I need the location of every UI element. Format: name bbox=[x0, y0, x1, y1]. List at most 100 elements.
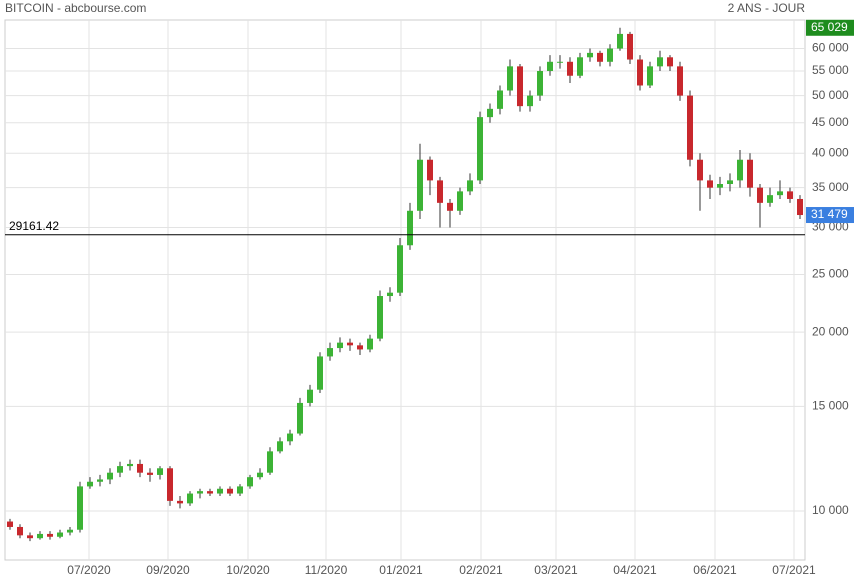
candle-body bbox=[677, 66, 683, 96]
candle-body bbox=[687, 95, 693, 160]
candle-body bbox=[237, 486, 243, 494]
candle-body bbox=[147, 472, 153, 475]
candle-body bbox=[277, 441, 283, 452]
candle-body bbox=[177, 500, 183, 504]
x-tick-label: 03/2021 bbox=[534, 563, 578, 577]
candle-body bbox=[137, 463, 143, 473]
x-tick-label: 09/2020 bbox=[146, 563, 190, 577]
candle-body bbox=[127, 463, 133, 467]
x-tick-label: 04/2021 bbox=[613, 563, 657, 577]
candle-body bbox=[167, 468, 173, 501]
candle-body bbox=[427, 159, 433, 181]
candle-body bbox=[317, 356, 323, 390]
y-tick-label: 15 000 bbox=[812, 399, 849, 413]
x-tick-label: 06/2021 bbox=[693, 563, 737, 577]
candle-body bbox=[307, 389, 313, 403]
candle-body bbox=[777, 191, 783, 196]
candle-body bbox=[407, 210, 413, 246]
x-tick-label: 07/2021 bbox=[772, 563, 816, 577]
candle-body bbox=[207, 491, 213, 494]
candle-body bbox=[377, 296, 383, 339]
x-tick-label: 07/2020 bbox=[67, 563, 111, 577]
x-tick-label: 02/2021 bbox=[459, 563, 503, 577]
candle-body bbox=[217, 488, 223, 494]
y-tick-label: 40 000 bbox=[812, 145, 849, 159]
x-tick-label: 11/2020 bbox=[305, 563, 348, 577]
candle-body bbox=[57, 532, 63, 537]
candle-body bbox=[47, 533, 53, 537]
candle-body bbox=[637, 59, 643, 86]
candle-body bbox=[7, 521, 13, 527]
y-tick-label: 55 000 bbox=[812, 63, 849, 77]
y-tick-label: 45 000 bbox=[812, 115, 849, 129]
price-tag-label: 65 029 bbox=[811, 20, 848, 34]
candle-body bbox=[247, 477, 253, 487]
candle-body bbox=[557, 61, 563, 63]
candle-body bbox=[107, 472, 113, 480]
y-tick-label: 60 000 bbox=[812, 41, 849, 55]
candle-body bbox=[367, 338, 373, 350]
price-tag-label: 31 479 bbox=[811, 207, 848, 221]
candle-body bbox=[457, 191, 463, 211]
candle-body bbox=[347, 342, 353, 346]
price-tag bbox=[806, 19, 854, 36]
candle-body bbox=[287, 433, 293, 442]
candle-body bbox=[527, 95, 533, 107]
candle-body bbox=[357, 345, 363, 350]
candle-body bbox=[387, 292, 393, 297]
candle-body bbox=[597, 52, 603, 62]
candle-body bbox=[77, 486, 83, 530]
candle-body bbox=[757, 187, 763, 203]
candle-body bbox=[117, 466, 123, 473]
candle-body bbox=[627, 33, 633, 60]
candle-body bbox=[537, 71, 543, 96]
candle-body bbox=[717, 184, 723, 188]
y-tick-label: 25 000 bbox=[812, 267, 849, 281]
candle-body bbox=[27, 535, 33, 539]
candle-body bbox=[437, 180, 443, 203]
candle-body bbox=[157, 468, 163, 475]
candle-body bbox=[517, 66, 523, 107]
candle-body bbox=[657, 57, 663, 67]
y-tick-label: 20 000 bbox=[812, 324, 849, 338]
y-tick-label: 50 000 bbox=[812, 88, 849, 102]
candle-body bbox=[497, 90, 503, 109]
candle-body bbox=[417, 159, 423, 211]
candle-body bbox=[747, 159, 753, 188]
candle-body bbox=[707, 180, 713, 188]
candle-body bbox=[567, 61, 573, 76]
candle-body bbox=[37, 533, 43, 539]
candle-body bbox=[227, 488, 233, 494]
y-tick-label: 10 000 bbox=[812, 503, 849, 517]
candle-body bbox=[17, 526, 23, 536]
y-tick-label: 30 000 bbox=[812, 220, 849, 234]
candle-body bbox=[797, 198, 803, 216]
chart-title: BITCOIN - abcbourse.com bbox=[5, 1, 146, 15]
candle-body bbox=[667, 57, 673, 67]
candle-body bbox=[607, 48, 613, 62]
candle-body bbox=[477, 117, 483, 181]
candle-body bbox=[787, 191, 793, 199]
y-tick-label: 35 000 bbox=[812, 180, 849, 194]
candle-body bbox=[97, 479, 103, 482]
candle-body bbox=[577, 57, 583, 76]
candle-body bbox=[67, 529, 73, 533]
plot-frame bbox=[4, 19, 806, 561]
candle-body bbox=[507, 66, 513, 91]
reference-label: 29161.42 bbox=[9, 219, 59, 233]
candle-body bbox=[647, 66, 653, 86]
x-tick-label: 10/2020 bbox=[226, 563, 270, 577]
candle-body bbox=[447, 202, 453, 211]
candle-body bbox=[467, 180, 473, 192]
candle-body bbox=[267, 451, 273, 473]
candle-body bbox=[767, 195, 773, 203]
candle-body bbox=[697, 159, 703, 181]
candle-body bbox=[727, 180, 733, 185]
candle-body bbox=[587, 52, 593, 58]
candle-body bbox=[257, 472, 263, 478]
candle-body bbox=[617, 33, 623, 49]
candle-body bbox=[337, 342, 343, 349]
candle-body bbox=[737, 159, 743, 181]
candle-body bbox=[187, 493, 193, 504]
